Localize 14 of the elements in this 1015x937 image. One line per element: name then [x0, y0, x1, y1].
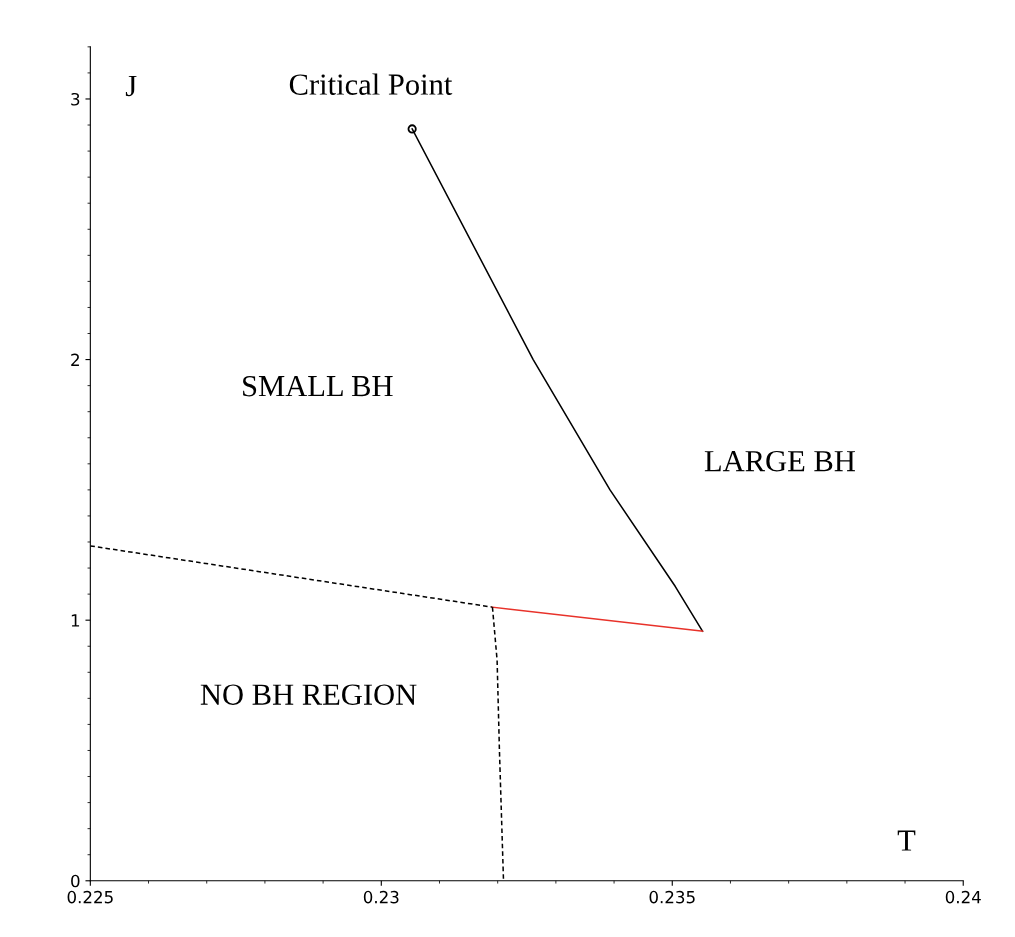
annotation: Critical Point: [289, 73, 453, 95]
annotation: LARGE BH: [704, 450, 855, 472]
annotation: NO BH REGION: [200, 684, 417, 705]
y-tick-label: 0: [71, 874, 80, 888]
y-tick-label: 2: [71, 353, 79, 366]
x-tick-label: 0.23: [363, 890, 399, 904]
x-tick-label: 0.24: [945, 890, 981, 904]
x-axis-title: T: [897, 830, 916, 851]
x-tick-label: 0.225: [67, 890, 113, 904]
y-tick-label: 1: [71, 614, 80, 627]
y-tick-label: 3: [71, 92, 80, 106]
x-tick-label: 0.235: [649, 890, 695, 904]
y-axis-title: J: [125, 75, 137, 97]
annotation: SMALL BH: [243, 375, 393, 397]
